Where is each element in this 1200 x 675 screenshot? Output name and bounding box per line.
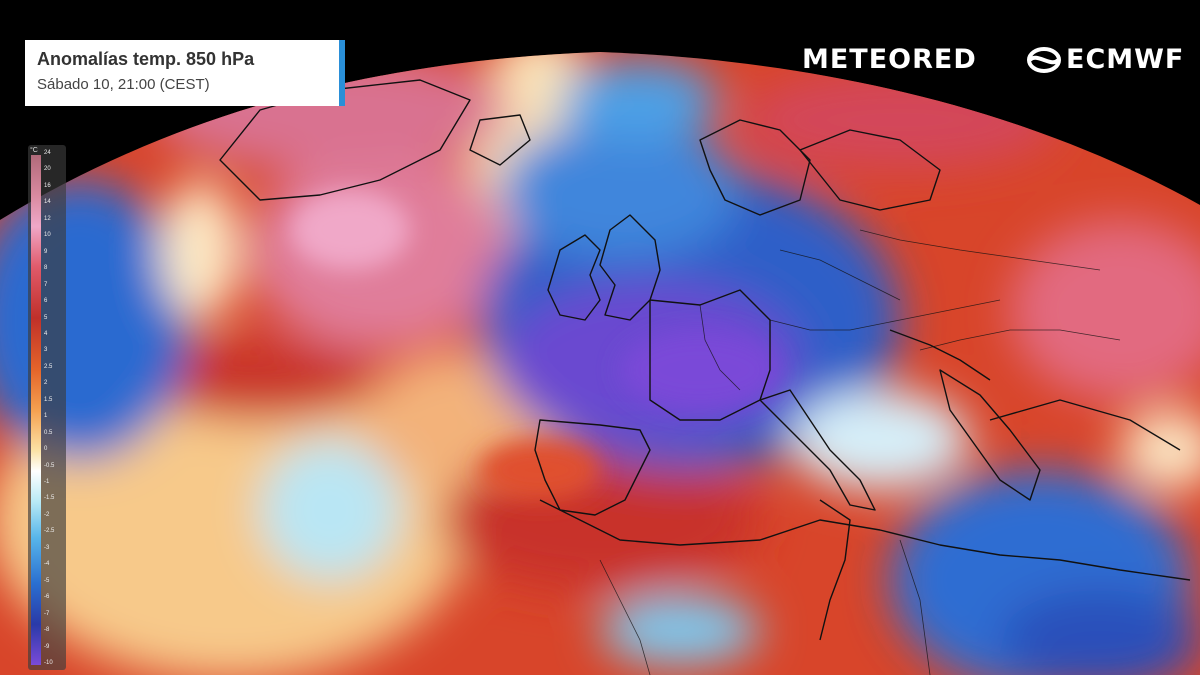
scale-label: 2 xyxy=(44,380,48,387)
scale-label: 3 xyxy=(44,347,48,354)
scale-label: 0 xyxy=(44,446,48,453)
scale-label: 4 xyxy=(44,330,48,337)
scale-label: -2 xyxy=(44,511,50,518)
scale-label: 1.5 xyxy=(44,396,53,403)
ecmwf-icon xyxy=(1027,47,1061,73)
scale-label: 24 xyxy=(44,150,51,156)
scale-label: 9 xyxy=(44,248,48,255)
color-scale-bar xyxy=(31,155,41,665)
scale-label: -10 xyxy=(44,660,53,666)
scale-label: -1 xyxy=(44,479,50,486)
scale-label: -1.5 xyxy=(44,495,55,502)
scale-label: -9 xyxy=(44,643,50,650)
scale-label: 16 xyxy=(44,182,51,189)
scale-label: 2.5 xyxy=(44,363,53,370)
meteored-logo: METEORED xyxy=(802,44,977,75)
scale-label: -8 xyxy=(44,627,50,634)
scale-label: -5 xyxy=(44,577,50,584)
map-subtitle: Sábado 10, 21:00 (CEST) xyxy=(37,76,210,93)
scale-labels: 24 20 16 14 12 10 9 8 7 6 5 4 3 2.5 2 1.5 1 0.5 0 -0.5 -1 -1.… xyxy=(44,150,64,668)
color-scale-legend: °C 24 20 16 14 12 10 9 8 7 6 5 4 3 2.5 2 1.5 1 0.5 0 -0.5 -1… xyxy=(28,145,66,670)
scale-label: 6 xyxy=(44,298,48,305)
scale-label: 1 xyxy=(44,413,48,420)
scale-label: -2.5 xyxy=(44,528,55,535)
ecmwf-label: ECMWF xyxy=(1066,44,1185,75)
scale-label: 5 xyxy=(44,314,48,321)
scale-label: -6 xyxy=(44,594,50,601)
map-title-box: Anomalías temp. 850 hPa Sábado 10, 21:00… xyxy=(25,40,345,106)
scale-unit: °C xyxy=(30,147,38,154)
coastlines xyxy=(219,79,1191,641)
scale-label: 20 xyxy=(44,166,51,173)
scale-label: 0.5 xyxy=(44,429,53,436)
scale-label: 12 xyxy=(44,215,51,222)
scale-label: -7 xyxy=(44,610,50,617)
scale-label: 10 xyxy=(44,232,51,239)
scale-label: 8 xyxy=(44,265,48,272)
scale-label: 14 xyxy=(44,199,51,206)
scale-label: -3 xyxy=(44,544,50,551)
scale-label: -4 xyxy=(44,561,50,568)
ecmwf-logo: ECMWF xyxy=(1026,43,1184,77)
borders xyxy=(599,229,1121,675)
scale-label: 7 xyxy=(44,281,48,288)
map-title: Anomalías temp. 850 hPa xyxy=(37,49,255,69)
scale-label: -0.5 xyxy=(44,462,55,469)
